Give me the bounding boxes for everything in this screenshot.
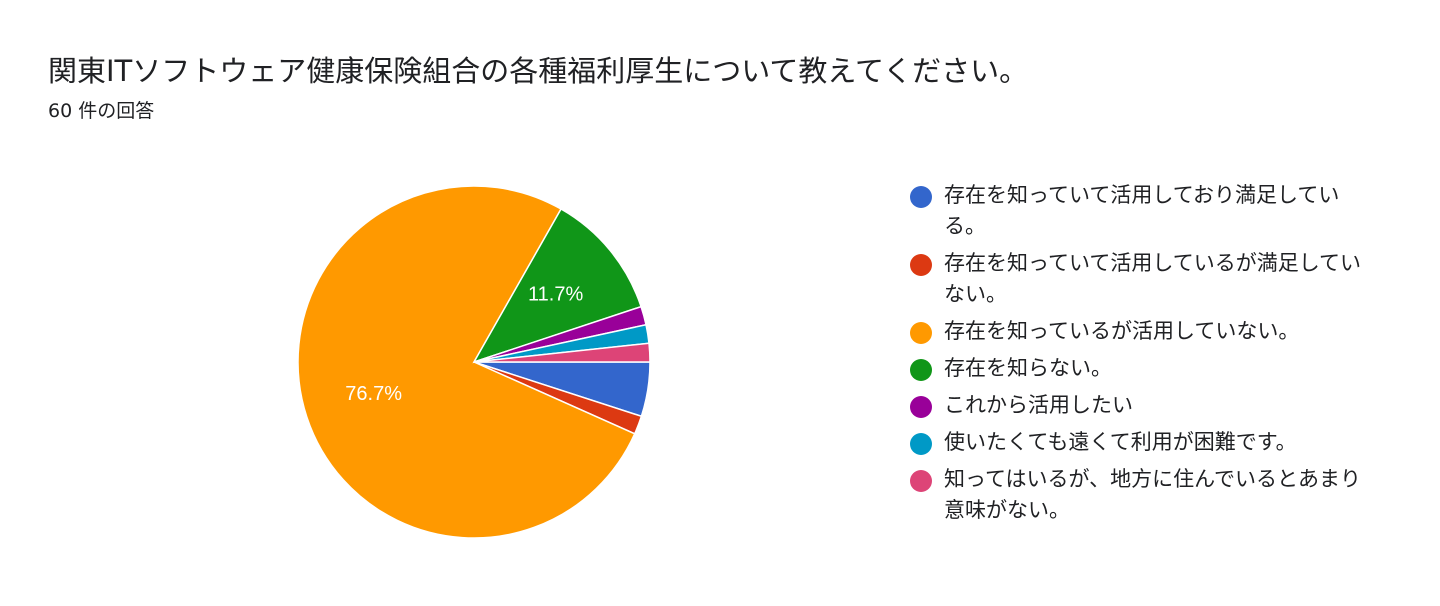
legend-label: 存在を知らない。 bbox=[944, 356, 1112, 380]
legend-label: 使いたくても遠くて利用が困難です。 bbox=[944, 430, 1297, 454]
legend-swatch bbox=[910, 186, 932, 208]
legend-item: 存在を知っていて活用しているが満足していない。 bbox=[910, 248, 1374, 310]
legend-label: 知ってはいるが、地方に住んでいるとあまり意味がない。 bbox=[944, 467, 1362, 522]
legend-label: 存在を知っているが活用していない。 bbox=[944, 319, 1300, 343]
legend-swatch bbox=[910, 470, 932, 492]
legend-swatch bbox=[910, 254, 932, 276]
pie-slice bbox=[473, 342, 651, 363]
legend: 存在を知っていて活用しており満足している。 存在を知っていて活用しているが満足して… bbox=[910, 180, 1380, 532]
pie-slice bbox=[297, 185, 636, 539]
legend-label: 存在を知っていて活用しているが満足していない。 bbox=[944, 251, 1362, 306]
chart-subtitle: 60 件の回答 bbox=[48, 100, 155, 122]
chart: 76.7% 11.7% bbox=[297, 185, 651, 539]
legend-item: 知ってはいるが、地方に住んでいるとあまり意味がない。 bbox=[910, 464, 1374, 526]
legend-item: 使いたくても遠くて利用が困難です。 bbox=[910, 427, 1374, 458]
legend-item: 存在を知っているが活用していない。 bbox=[910, 316, 1374, 347]
chart-title: 関東ITソフトウェア健康保険組合の各種福利厚生について教えてください。 bbox=[48, 54, 1029, 88]
legend-swatch bbox=[910, 433, 932, 455]
slice-label: 76.7% bbox=[345, 383, 402, 405]
legend-item: これから活用したい bbox=[910, 390, 1374, 421]
legend-label: これから活用したい bbox=[944, 393, 1133, 417]
pie-slice bbox=[472, 208, 643, 364]
legend-swatch bbox=[910, 396, 932, 418]
slice-label: 11.7% bbox=[528, 283, 583, 305]
legend-swatch bbox=[910, 322, 932, 344]
legend-swatch bbox=[910, 359, 932, 381]
legend-item: 存在を知らない。 bbox=[910, 353, 1374, 384]
legend-label: 存在を知っていて活用しており満足している。 bbox=[944, 183, 1340, 238]
legend-item: 存在を知っていて活用しており満足している。 bbox=[910, 180, 1374, 242]
